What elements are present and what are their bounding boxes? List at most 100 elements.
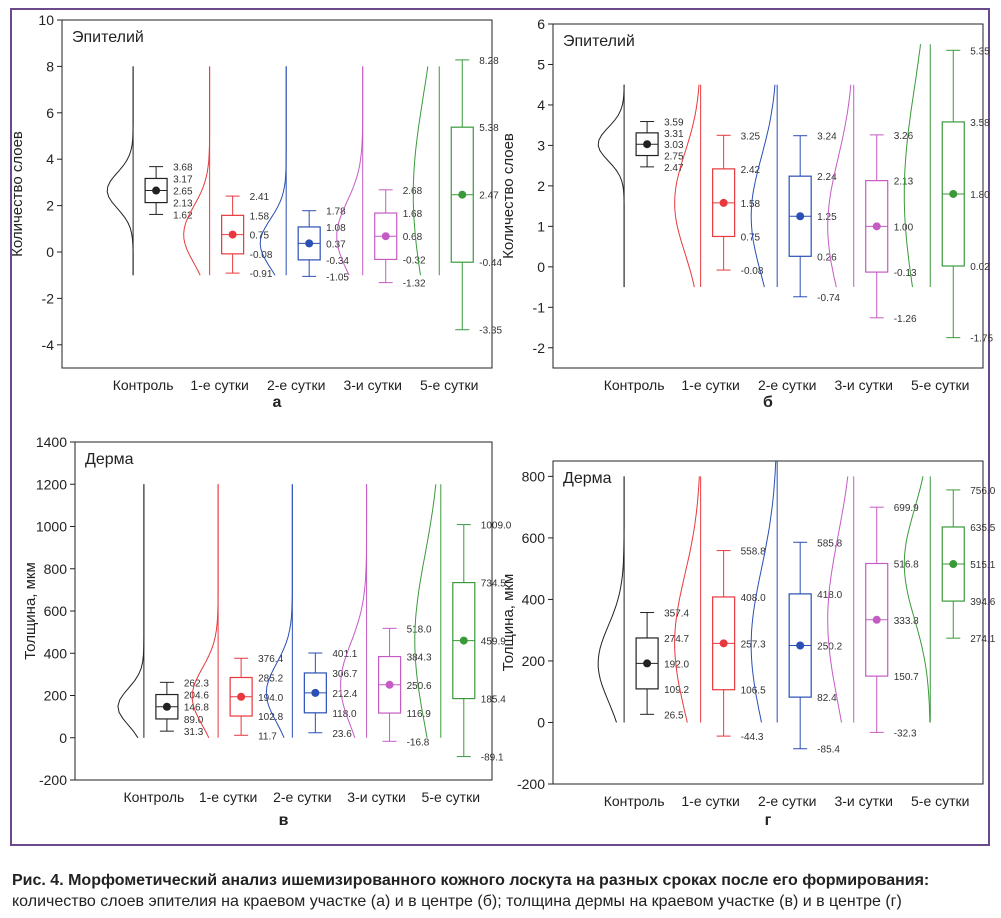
data-label: 518.0	[407, 624, 432, 635]
mean-marker	[381, 232, 390, 241]
data-label: 0.02	[970, 262, 990, 273]
chart-title: Дерма	[85, 451, 134, 468]
data-label: 3.31	[664, 129, 684, 140]
mean-marker	[228, 230, 237, 239]
data-label: 306.7	[332, 669, 357, 680]
data-label: 2.24	[817, 172, 837, 183]
data-label: 262.3	[184, 678, 209, 689]
chart-title: Эпителий	[563, 33, 635, 50]
data-label: 1.68	[403, 209, 423, 220]
data-label: 3.59	[664, 118, 684, 129]
data-label: 516.8	[894, 559, 919, 570]
data-label: 558.8	[741, 547, 766, 558]
y-tick-label: -4	[42, 337, 55, 353]
data-label: 2.47	[479, 191, 499, 202]
x-tick-label: 3-и сутки	[343, 377, 402, 393]
violin-curve	[903, 44, 921, 288]
chart-panel-б: -2 -1 0 1 2 3 4 5 6 Количество слоев Эпителий б Конт…	[500, 16, 993, 411]
data-label: 192.0	[664, 659, 689, 670]
data-label: 2.13	[894, 177, 914, 188]
data-label: 250.6	[407, 681, 432, 692]
violin-curve	[259, 66, 287, 276]
data-label: 118.0	[332, 709, 357, 720]
x-tick-label: 1-е сутки	[199, 789, 257, 805]
chart-panel-г: -200 0 200 400 600 800 Толщина, мкм Дерма г Контр…	[500, 460, 996, 829]
mean-marker	[643, 140, 652, 149]
data-label: 150.7	[894, 672, 919, 683]
mean-marker	[719, 198, 728, 207]
data-label: 285.2	[258, 674, 283, 685]
plot-area	[552, 23, 984, 369]
x-tick-label: 5-е сутки	[422, 789, 480, 805]
mean-marker	[796, 212, 805, 221]
data-label: 459.9	[481, 637, 506, 648]
data-label: -0.44	[479, 258, 502, 269]
y-tick-label: 1	[537, 218, 545, 234]
data-label: -1.05	[326, 272, 349, 283]
violin-curve	[750, 84, 776, 288]
mean-marker	[459, 636, 468, 645]
data-label: 2.68	[403, 186, 423, 197]
y-tick-label: -2	[42, 290, 55, 306]
data-label: 1.58	[741, 199, 761, 210]
plot-area	[74, 441, 493, 781]
y-axis-label: Количество слоев	[9, 131, 26, 257]
y-tick-label: 200	[522, 653, 546, 669]
data-label: -3.35	[479, 326, 502, 337]
data-label: 1.62	[173, 210, 193, 221]
x-tick-label: 3-и сутки	[834, 377, 893, 393]
data-label: -1.26	[894, 314, 917, 325]
violin-curve	[597, 476, 625, 723]
x-tick-label: Контроль	[113, 377, 174, 393]
data-label: -89.1	[481, 753, 504, 764]
data-label: 2.47	[664, 163, 684, 174]
data-label: 1.25	[817, 212, 837, 223]
data-label: 109.2	[664, 685, 689, 696]
data-label: 257.3	[741, 639, 766, 650]
data-label: 1.78	[326, 207, 346, 218]
violin-curve	[106, 66, 134, 276]
y-axis-label: Толщина, мкм	[500, 574, 517, 672]
y-tick-label: -1	[533, 299, 546, 315]
data-label: 0.75	[250, 231, 270, 242]
data-label: -0.34	[326, 256, 349, 267]
data-label: -0.74	[817, 293, 840, 304]
y-tick-label: 400	[522, 591, 546, 607]
y-tick-label: -2	[533, 340, 546, 356]
data-label: 376.4	[258, 654, 283, 665]
mean-marker	[162, 702, 171, 711]
y-tick-label: -200	[39, 772, 67, 788]
data-label: 333.8	[894, 616, 919, 627]
data-label: 274.7	[664, 634, 689, 645]
caption-title: Рис. 4. Морфометический анализ ишемизиро…	[12, 872, 930, 889]
data-label: 194.0	[258, 693, 283, 704]
y-tick-label: 0	[59, 730, 67, 746]
data-label: -0.08	[250, 250, 273, 261]
data-label: -1.32	[403, 279, 426, 290]
data-label: 734.5	[481, 579, 506, 590]
mean-marker	[152, 186, 161, 195]
mean-marker	[458, 190, 467, 199]
x-tick-label: 5-е сутки	[911, 377, 969, 393]
mean-marker	[949, 560, 958, 569]
data-label: 2.75	[664, 152, 684, 163]
data-label: 250.2	[817, 642, 842, 653]
y-tick-label: 800	[522, 468, 546, 484]
data-label: 635.5	[970, 523, 995, 534]
mean-marker	[643, 659, 652, 668]
x-tick-label: 1-е сутки	[681, 793, 739, 809]
panel-label: г	[765, 812, 772, 829]
caption-text: количество слоев эпителия на краевом уча…	[12, 893, 902, 910]
y-axis-label: Количество слоев	[500, 133, 517, 259]
violin-curve	[117, 484, 145, 739]
y-tick-label: 1400	[36, 434, 67, 450]
mean-marker	[949, 189, 958, 198]
data-label: 82.4	[817, 693, 837, 704]
data-label: 26.5	[664, 710, 684, 721]
data-label: 756.0	[970, 486, 995, 497]
y-tick-label: 10	[38, 12, 54, 28]
y-tick-label: 2	[537, 178, 545, 194]
mean-marker	[311, 688, 320, 697]
x-tick-label: 2-е сутки	[273, 789, 331, 805]
violin-curve	[903, 476, 931, 723]
